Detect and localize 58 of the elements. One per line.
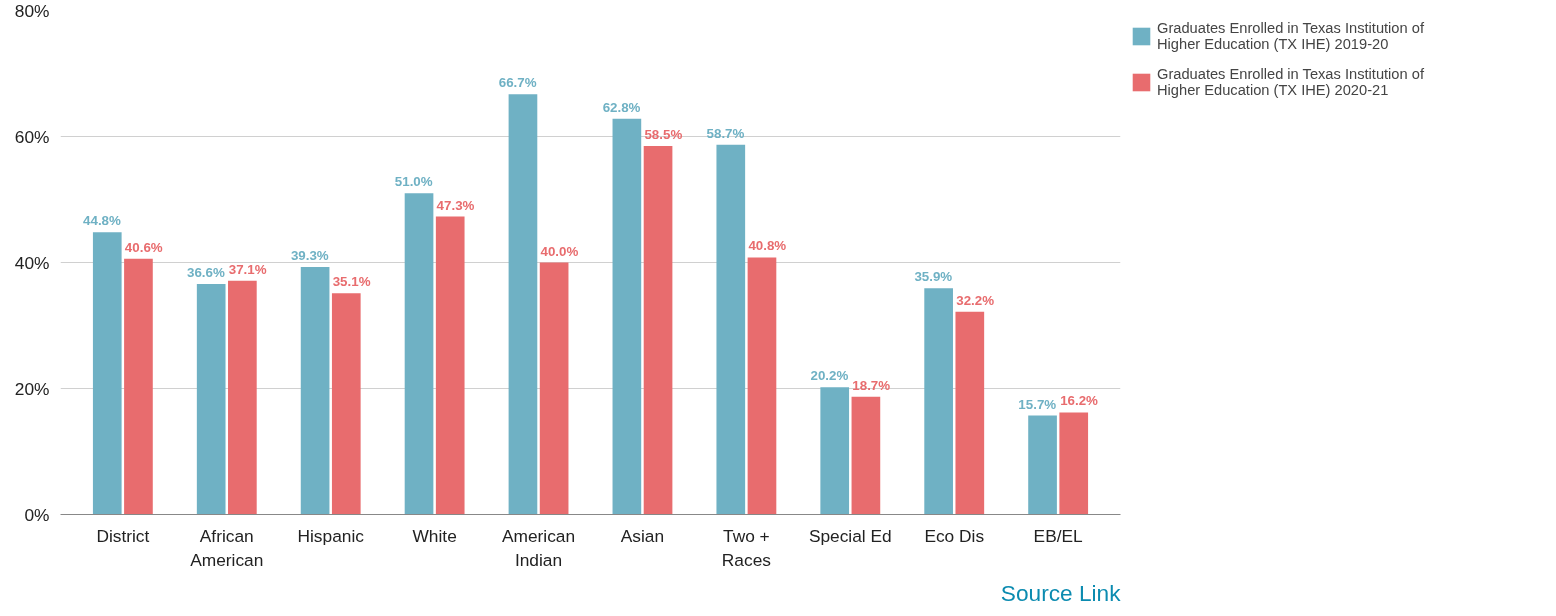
bar bbox=[539, 262, 569, 515]
data-label: 44.8% bbox=[83, 213, 121, 229]
data-label: 36.6% bbox=[186, 264, 225, 280]
data-label: 40.0% bbox=[540, 243, 579, 259]
bar bbox=[643, 145, 673, 515]
bar bbox=[955, 311, 985, 515]
bar bbox=[331, 293, 361, 515]
bar bbox=[404, 193, 434, 515]
y-tick-label: 20% bbox=[14, 378, 50, 399]
bar bbox=[435, 216, 465, 515]
y-tick-label: 40% bbox=[14, 252, 50, 273]
x-tick-label: Special Ed bbox=[808, 525, 892, 546]
data-label: 40.8% bbox=[748, 238, 787, 254]
bar bbox=[820, 387, 850, 515]
bar bbox=[747, 257, 777, 515]
source-note: Source Link bbox=[1000, 579, 1122, 606]
bar bbox=[851, 396, 881, 515]
bar bbox=[228, 280, 257, 515]
data-label: 15.7% bbox=[1018, 396, 1057, 412]
legend-label: Graduates Enrolled in Texas Institution of Higher Education (TX IHE) 2019-20 bbox=[1157, 20, 1424, 52]
bar bbox=[92, 232, 122, 515]
data-label: 47.3% bbox=[436, 197, 475, 213]
bar bbox=[1028, 415, 1057, 515]
bar bbox=[924, 288, 953, 515]
data-label: 18.7% bbox=[852, 377, 891, 393]
legend-label: Graduates Enrolled in Texas Institution of Higher Education (TX IHE) 2020-21 bbox=[1157, 66, 1424, 98]
x-tick-label: EB/EL bbox=[1033, 525, 1084, 546]
y-tick-label: 0% bbox=[24, 504, 50, 525]
bar bbox=[196, 283, 226, 515]
data-label: 35.1% bbox=[332, 274, 371, 290]
data-label: 66.7% bbox=[498, 75, 537, 91]
data-label: 58.7% bbox=[706, 125, 745, 141]
data-label: 32.2% bbox=[956, 292, 995, 308]
x-tick-label: Hispanic bbox=[297, 525, 365, 546]
data-label: 58.5% bbox=[644, 126, 683, 142]
bar bbox=[508, 94, 538, 515]
data-label: 40.6% bbox=[124, 239, 163, 255]
x-tick-label: American Indian bbox=[501, 525, 576, 570]
bar bbox=[716, 144, 746, 515]
data-label: 20.2% bbox=[810, 368, 849, 384]
bar bbox=[300, 266, 330, 515]
y-tick-label: 60% bbox=[14, 126, 50, 147]
data-label: 16.2% bbox=[1060, 393, 1099, 409]
x-tick-label: Eco Dis bbox=[924, 525, 985, 546]
y-tick-label: 80% bbox=[14, 0, 50, 21]
data-label: 39.3% bbox=[290, 247, 329, 263]
data-label: 37.1% bbox=[228, 261, 267, 277]
bar bbox=[124, 258, 153, 515]
x-tick-label: Two + Races bbox=[721, 525, 772, 570]
x-tick-label: District bbox=[96, 525, 150, 546]
data-label: 35.9% bbox=[914, 269, 953, 285]
data-label: 62.8% bbox=[602, 99, 641, 115]
x-tick-label: African American bbox=[190, 525, 264, 570]
x-tick-label: White bbox=[412, 525, 457, 546]
bar bbox=[612, 118, 642, 515]
data-label: 51.0% bbox=[394, 174, 433, 190]
x-tick-label: Asian bbox=[620, 525, 665, 546]
bar bbox=[1059, 412, 1089, 515]
